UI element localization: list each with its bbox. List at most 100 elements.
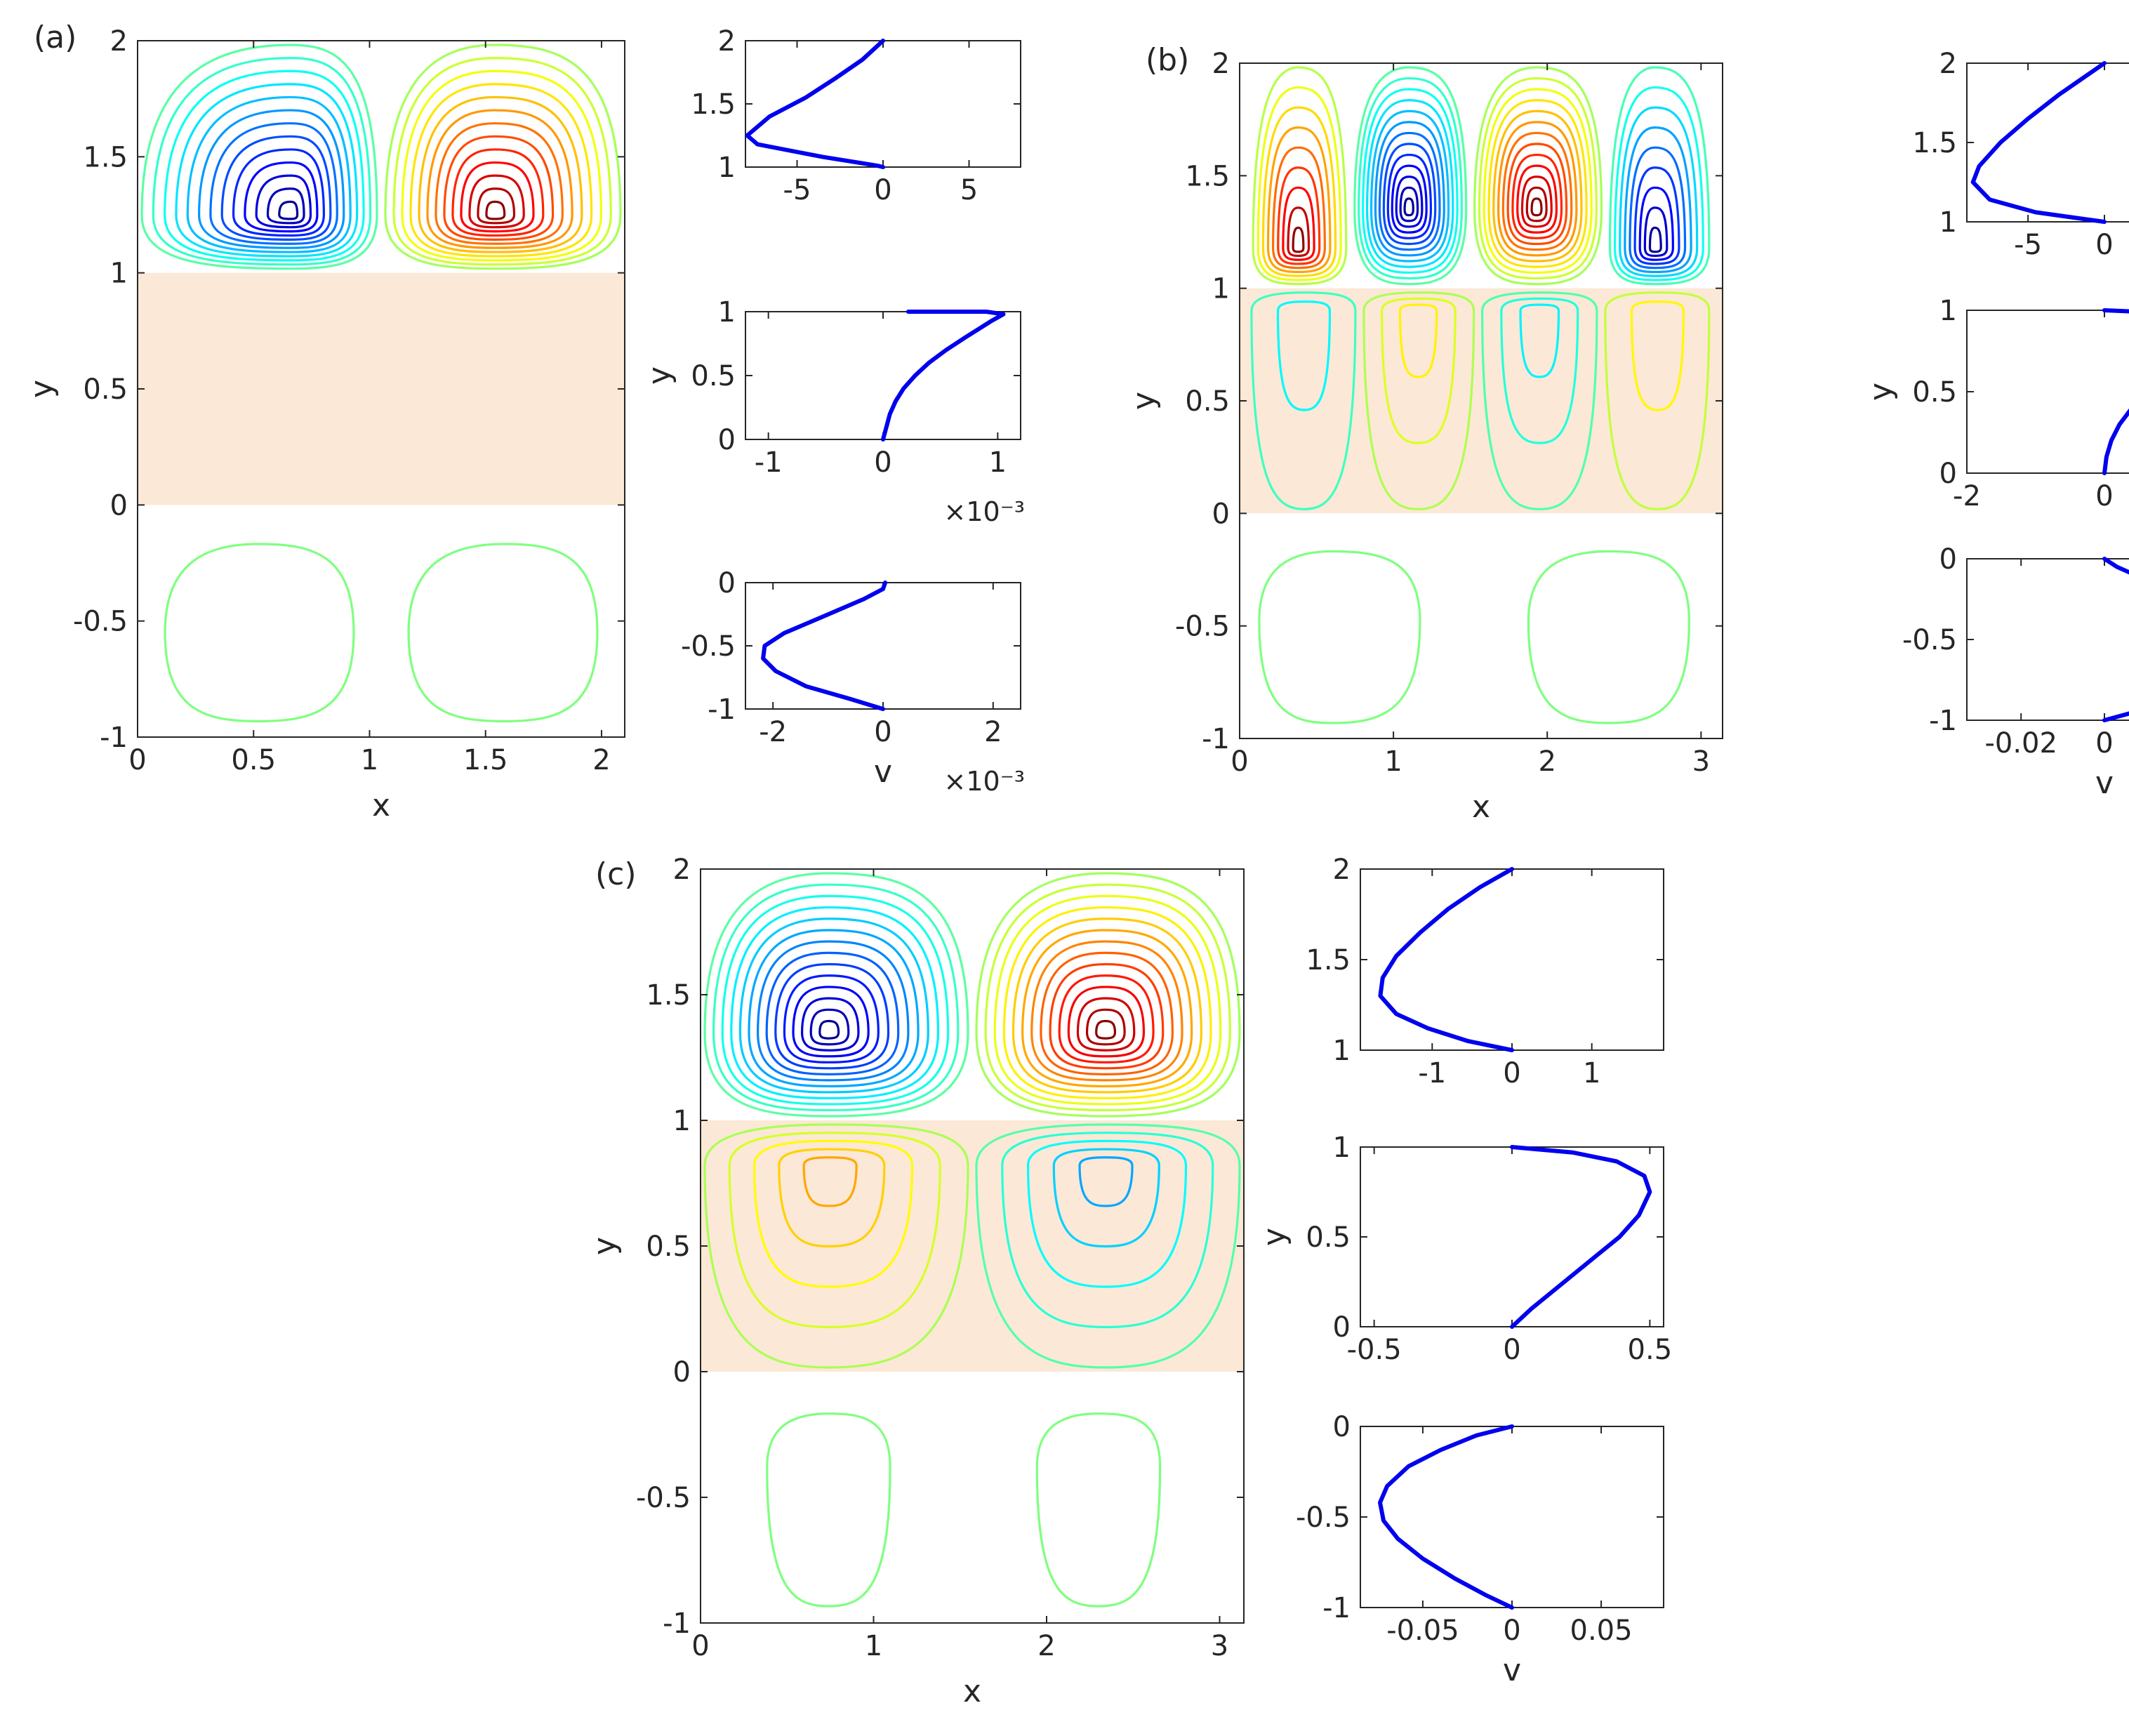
profile-xtick-label: 0 <box>1503 1334 1520 1366</box>
profile-curve <box>1510 1145 1652 1329</box>
contour-line <box>1369 110 1450 263</box>
contour-ytick-label: -1 <box>100 722 128 754</box>
contour-ytick-label: 1.5 <box>1185 160 1230 192</box>
profile-panel: -1 0 1 0 0.5 1 y ×10⁻³ <box>642 296 1025 527</box>
profile-ytick-label: 0.5 <box>1306 1221 1351 1254</box>
panel-label-b: (b) <box>1146 42 1189 78</box>
profile-xtick-label: -1 <box>1418 1057 1446 1089</box>
contour-line <box>1399 186 1419 223</box>
profile-xtick-label: -5 <box>2014 229 2042 261</box>
porous-layer-shading <box>1240 288 1723 514</box>
profile-exponent: ×10⁻³ <box>944 496 1025 527</box>
contour-line <box>451 148 545 237</box>
contour-line <box>1040 951 1174 1075</box>
contour-line <box>1386 153 1433 239</box>
contour-ylabel: y <box>24 380 60 398</box>
contour-ytick-label: -1 <box>663 1608 691 1640</box>
contour-line <box>477 187 516 225</box>
contour-line <box>407 543 599 723</box>
contour-xtick-label: 2 <box>592 744 610 776</box>
contour-line <box>460 161 535 233</box>
profile-curve <box>1970 61 2107 224</box>
contour-line <box>1395 175 1424 228</box>
contour-line <box>1266 126 1332 274</box>
contour-line <box>1001 1132 1214 1329</box>
profile-xtick-label: 1 <box>1583 1057 1600 1089</box>
profile-curve <box>2102 557 2129 722</box>
contour-line <box>1252 66 1348 286</box>
contour-line <box>748 929 920 1087</box>
contour-line <box>728 1132 941 1329</box>
contour-xtick-label: 1.5 <box>463 744 508 776</box>
contour-line <box>1261 106 1337 277</box>
contour-line <box>756 940 910 1082</box>
contour-ytick-label: 0.5 <box>1185 385 1230 418</box>
contour-line <box>232 148 325 237</box>
contour-line <box>384 44 622 270</box>
contour-xtick-label: 0 <box>691 1630 709 1662</box>
contour-line <box>392 57 612 266</box>
contour-line <box>721 894 950 1106</box>
contour-line <box>1492 110 1583 263</box>
contour-line <box>1362 291 1475 510</box>
contour-ytick-label: 1 <box>1212 273 1230 305</box>
contour-line <box>1078 1156 1134 1207</box>
contour-line <box>152 57 372 266</box>
contour-line <box>485 200 506 220</box>
contour-ytick-label: 0 <box>110 489 128 522</box>
contour-ytick-label: 1.5 <box>646 979 691 1012</box>
contour-line <box>401 69 603 262</box>
contour-line <box>1516 164 1558 234</box>
profile-xtick-label: 0.05 <box>1570 1615 1633 1647</box>
profile-curve <box>1378 1424 1514 1610</box>
profile-xtick-label: 0 <box>2095 480 2113 512</box>
contour-line <box>418 95 583 253</box>
contour-ytick-label: -0.5 <box>73 606 128 638</box>
profile-ytick-label: 1 <box>1333 1035 1351 1067</box>
profile-ytick-label: 0.5 <box>691 360 736 392</box>
contour-line <box>752 1139 914 1288</box>
contour-line <box>765 951 900 1075</box>
profile-curve <box>745 39 885 169</box>
contour-line <box>468 174 525 229</box>
profile-xtick-label: -1 <box>755 446 783 479</box>
profile-ytick-label: 1.5 <box>1306 944 1351 976</box>
profile-xlabel: v <box>874 754 892 790</box>
contour-line <box>1287 206 1311 258</box>
contour-line <box>1501 131 1573 251</box>
contour-xtick-label: 0 <box>1231 746 1248 778</box>
profile-xtick-label: 0 <box>874 446 891 479</box>
contour-line <box>1624 126 1692 274</box>
contour-line <box>1619 106 1699 277</box>
contour-line <box>1035 1412 1162 1608</box>
profile-xtick-label: 0 <box>2095 229 2113 261</box>
contour-line <box>1382 143 1437 246</box>
contour-line <box>164 69 365 262</box>
contour-line <box>1374 121 1445 257</box>
contour-line <box>1026 1139 1188 1288</box>
contour-line <box>1630 300 1685 411</box>
contour-xtick-label: 1 <box>361 744 378 776</box>
contour-line <box>1076 997 1136 1052</box>
contour-line <box>1258 550 1421 724</box>
contour-line <box>409 83 593 258</box>
contour-xtick-label: 2 <box>1538 746 1556 778</box>
profile-ytick-label: -1 <box>1322 1592 1351 1624</box>
contour-line <box>1002 906 1212 1100</box>
contour-line <box>1511 153 1563 239</box>
profile-panel: -20200.51y <box>1863 295 2129 512</box>
contour-line <box>703 1123 969 1369</box>
profile-ytick-label: 1.5 <box>1912 127 1957 159</box>
contour-line <box>975 872 1241 1118</box>
profile-axes-frame <box>1966 310 2129 474</box>
contour-line <box>802 1156 858 1207</box>
contour-panel: 0 1 2 3 -1 -0.5 0 0.5 1 1.5 2 x y <box>587 854 1245 1709</box>
contour-line <box>1021 929 1193 1087</box>
contour-line <box>186 95 352 253</box>
contour-line <box>244 161 319 233</box>
profile-panel: -2 0 2 -1 -0.5 0 v ×10⁻³ <box>681 567 1025 797</box>
